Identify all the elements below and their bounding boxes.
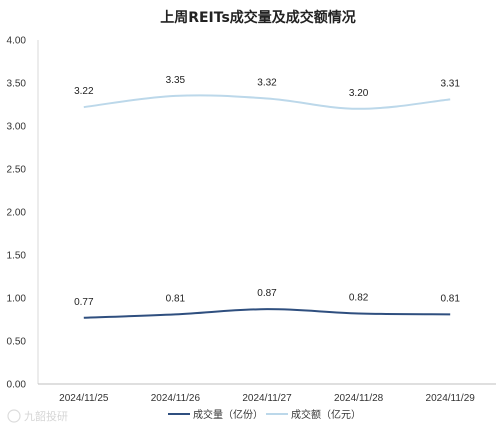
y-tick-label: 3.00 (7, 122, 27, 133)
x-tick-label: 2024/11/26 (151, 393, 201, 404)
data-label: 3.31 (440, 78, 460, 89)
x-tick-label: 2024/11/29 (426, 393, 476, 404)
y-tick-label: 1.50 (7, 251, 27, 262)
series-line-1 (83, 94, 451, 110)
x-axis-ticks: 2024/11/25 2024/11/26 2024/11/27 2024/11/28… (59, 393, 475, 404)
legend-label-amount: 成交额（亿元） (291, 408, 361, 421)
data-label: 3.22 (74, 86, 94, 97)
data-label: 3.20 (349, 88, 369, 99)
y-tick-label: 1.00 (7, 294, 27, 305)
chart-title: 上周REITs成交量及成交额情况 (160, 9, 356, 26)
y-tick-label: 0.00 (7, 380, 27, 391)
y-tick-label: 0.50 (7, 337, 27, 348)
watermark-logo-icon (7, 409, 21, 423)
data-label: 0.81 (440, 293, 460, 304)
y-tick-label: 2.50 (7, 165, 27, 176)
x-tick-label: 2024/11/28 (334, 393, 384, 404)
data-label: 0.81 (166, 293, 186, 304)
data-label: 3.32 (257, 77, 277, 88)
series-line-0 (83, 308, 451, 319)
legend: 成交量（亿份） 成交额（亿元） (168, 408, 361, 421)
data-label: 0.77 (74, 297, 94, 308)
x-tick-label: 2024/11/27 (242, 393, 292, 404)
watermark-text: 九韶投研 (24, 409, 68, 423)
x-tick-label: 2024/11/25 (59, 393, 109, 404)
watermark: 九韶投研 (7, 409, 68, 423)
data-label: 0.87 (257, 288, 277, 299)
legend-label-volume: 成交量（亿份） (193, 408, 263, 421)
y-tick-label: 4.00 (7, 36, 27, 47)
y-tick-label: 2.00 (7, 208, 27, 219)
y-tick-label: 3.50 (7, 79, 27, 90)
data-label: 0.82 (349, 292, 369, 303)
data-labels: 0.77 0.81 0.87 0.82 0.81 3.22 3.35 3.32 3.20 3.31 (74, 75, 460, 308)
data-label: 3.35 (166, 75, 186, 86)
y-axis-ticks: 0.00 0.50 1.00 1.50 2.00 2.50 3.00 3.50 4.00 (7, 36, 27, 391)
series-layer (83, 94, 451, 319)
